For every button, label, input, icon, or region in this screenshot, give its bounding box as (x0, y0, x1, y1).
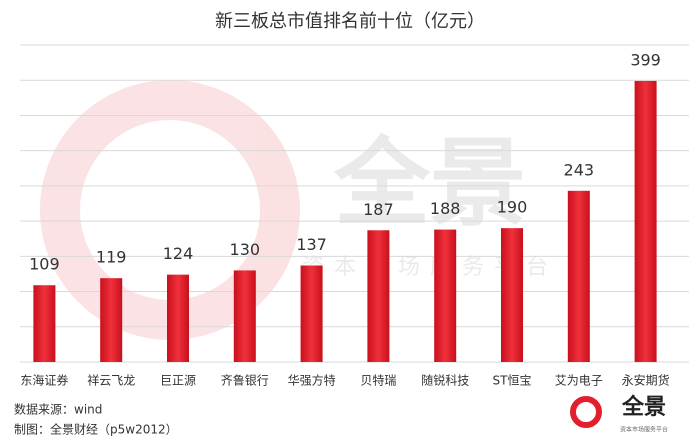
bar (300, 265, 323, 362)
bar (434, 229, 457, 362)
watermark-brand: 全景 (333, 127, 526, 239)
x-tick-label: 巨正源 (160, 374, 196, 388)
credit-note: 制图：全景财经（p5w2012） (14, 422, 178, 437)
x-tick-label: 华强方特 (288, 373, 336, 388)
x-tick-label: 永安期货 (622, 373, 670, 388)
value-label: 399 (630, 50, 661, 69)
bar (367, 230, 390, 362)
value-label: 109 (29, 255, 60, 274)
x-tick-label: 祥云飞龙 (87, 374, 135, 388)
bar (501, 228, 523, 362)
bar (634, 80, 657, 362)
value-label: 188 (430, 199, 461, 218)
x-tick-label: ST恒宝 (493, 374, 532, 388)
value-label: 243 (564, 160, 595, 179)
bar (233, 270, 256, 362)
bar (100, 278, 123, 362)
logo-icon (570, 396, 602, 428)
source-note: 数据来源：wind (14, 402, 102, 417)
bar (33, 285, 56, 362)
bar (167, 274, 189, 362)
value-label: 187 (363, 200, 394, 219)
x-tick-label: 随锐科技 (421, 373, 469, 388)
logo-brand: 全景 (621, 394, 666, 420)
logo-slogan: 资本市场服务平台 (620, 426, 668, 434)
value-label: 190 (497, 198, 528, 217)
x-tick-label: 贝特瑞 (360, 373, 396, 388)
x-tick-label: 东海证券 (20, 373, 68, 388)
value-label: 137 (296, 235, 327, 254)
value-label: 130 (230, 240, 261, 259)
chart-title: 新三板总市值排名前十位（亿元） (215, 11, 485, 32)
x-tick-label: 齐鲁银行 (221, 373, 269, 388)
x-tick-label: 艾为电子 (555, 374, 603, 388)
bar (567, 190, 590, 362)
value-label: 124 (163, 244, 194, 263)
value-label: 119 (96, 248, 127, 267)
